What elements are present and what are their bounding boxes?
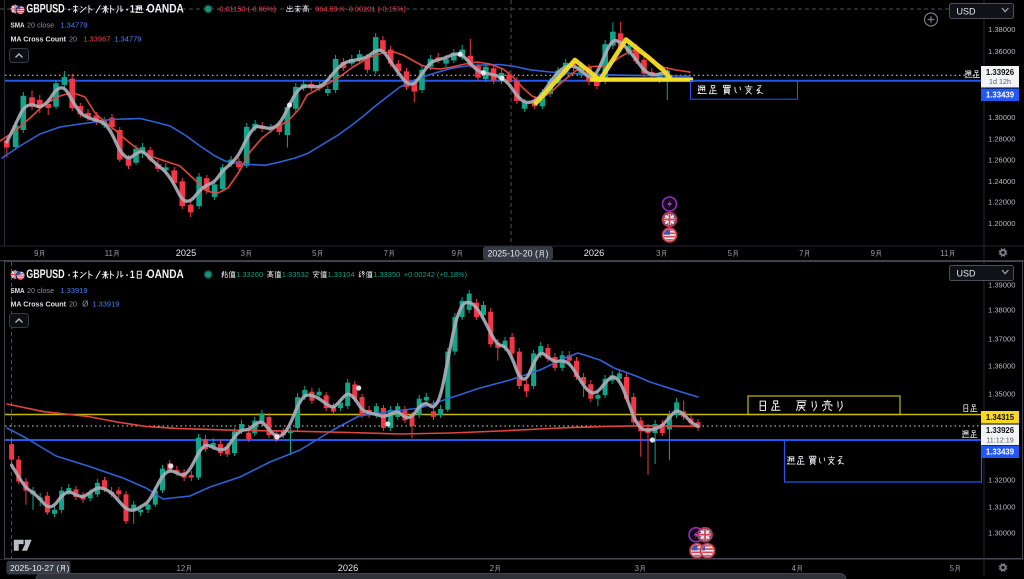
svg-text:1.31000: 1.31000: [988, 503, 1015, 512]
svg-text:20 close: 20 close: [27, 21, 54, 30]
svg-text:3: 3: [635, 564, 639, 573]
svg-text:1.32000: 1.32000: [988, 476, 1015, 485]
svg-text:USD: USD: [957, 6, 977, 16]
svg-text:5: 5: [312, 249, 317, 258]
svg-text:4: 4: [792, 564, 797, 573]
svg-text:): ): [67, 563, 70, 573]
svg-text:11: 11: [940, 249, 948, 258]
svg-text:): ): [546, 249, 549, 259]
svg-text:1.34779: 1.34779: [114, 35, 141, 44]
svg-text:1.26000: 1.26000: [988, 156, 1015, 165]
svg-text:+0.00242 (+0.18%): +0.00242 (+0.18%): [404, 270, 467, 279]
svg-text:9: 9: [871, 249, 875, 258]
svg-text:20 close: 20 close: [27, 286, 54, 295]
svg-text:1.33967: 1.33967: [83, 35, 110, 44]
svg-text:964.59 K: 964.59 K: [315, 5, 345, 14]
svg-text:1.22000: 1.22000: [988, 198, 1015, 207]
svg-text:1.28000: 1.28000: [988, 135, 1015, 144]
svg-text:-0.01150 (-0.86%): -0.01150 (-0.86%): [217, 5, 276, 14]
svg-text:1d 12h: 1d 12h: [989, 77, 1011, 86]
svg-text:OANDA: OANDA: [147, 3, 185, 16]
svg-text:2025-10-20 (: 2025-10-20 (: [488, 249, 538, 259]
svg-text:3: 3: [656, 249, 660, 258]
svg-text:1.33926: 1.33926: [986, 68, 1015, 77]
svg-text:11:12:19: 11:12:19: [986, 435, 1013, 444]
svg-text:GBPUSD: GBPUSD: [26, 3, 64, 16]
svg-text:1.30000: 1.30000: [988, 529, 1015, 538]
svg-text:1.33919: 1.33919: [60, 286, 87, 295]
svg-text:1.33439: 1.33439: [986, 91, 1015, 100]
svg-text:1.30000: 1.30000: [988, 113, 1015, 122]
svg-text:5: 5: [950, 564, 955, 573]
svg-text:1.38000: 1.38000: [988, 306, 1015, 315]
svg-text:1.33260: 1.33260: [236, 270, 263, 279]
svg-text:9: 9: [34, 249, 38, 258]
svg-text:20: 20: [69, 35, 77, 44]
svg-text:1.36000: 1.36000: [988, 47, 1015, 56]
svg-text:MA Cross Count: MA Cross Count: [11, 35, 67, 44]
svg-text:3: 3: [241, 249, 245, 258]
svg-text:1.33532: 1.33532: [282, 270, 309, 279]
svg-text:1: 1: [130, 269, 135, 281]
svg-text:SMA: SMA: [11, 21, 26, 30]
svg-text:1.34779: 1.34779: [60, 21, 87, 30]
svg-text:USD: USD: [957, 268, 977, 278]
svg-text:1: 1: [130, 4, 135, 16]
svg-text:7: 7: [384, 249, 388, 258]
svg-text:2: 2: [490, 564, 494, 573]
svg-text:1.34315: 1.34315: [986, 413, 1015, 422]
svg-text:1.33104: 1.33104: [328, 270, 355, 279]
svg-text:-0.00201 (-0.15%): -0.00201 (-0.15%): [346, 5, 406, 14]
svg-text:GBPUSD: GBPUSD: [26, 268, 64, 281]
svg-text:SMA: SMA: [11, 286, 26, 295]
svg-text:20: 20: [69, 299, 77, 308]
svg-text:1.33926: 1.33926: [986, 426, 1015, 435]
svg-text:1.39000: 1.39000: [988, 281, 1015, 290]
svg-text:1.33439: 1.33439: [986, 448, 1015, 457]
svg-text:1.37000: 1.37000: [988, 335, 1015, 344]
svg-text:2026: 2026: [338, 563, 358, 573]
svg-text:2025: 2025: [176, 248, 196, 258]
svg-text:11: 11: [105, 249, 113, 258]
svg-text:2026: 2026: [584, 248, 604, 258]
svg-text:7: 7: [799, 249, 803, 258]
svg-text:12: 12: [177, 564, 186, 573]
svg-text:9: 9: [452, 249, 456, 258]
svg-text:1.33350: 1.33350: [373, 270, 400, 279]
svg-text:OANDA: OANDA: [147, 268, 185, 281]
svg-text:1.36000: 1.36000: [988, 362, 1015, 371]
svg-text:1.38000: 1.38000: [988, 25, 1015, 34]
svg-text:5: 5: [728, 249, 733, 258]
svg-text:MA Cross Count: MA Cross Count: [11, 299, 67, 308]
svg-text:1.33919: 1.33919: [92, 299, 119, 308]
svg-text:1.35000: 1.35000: [988, 390, 1015, 399]
svg-text:2025-10-27 (: 2025-10-27 (: [10, 563, 59, 573]
svg-text:1.24000: 1.24000: [988, 177, 1015, 186]
svg-text:1.20000: 1.20000: [988, 219, 1015, 228]
svg-text:Ø: Ø: [82, 299, 88, 308]
